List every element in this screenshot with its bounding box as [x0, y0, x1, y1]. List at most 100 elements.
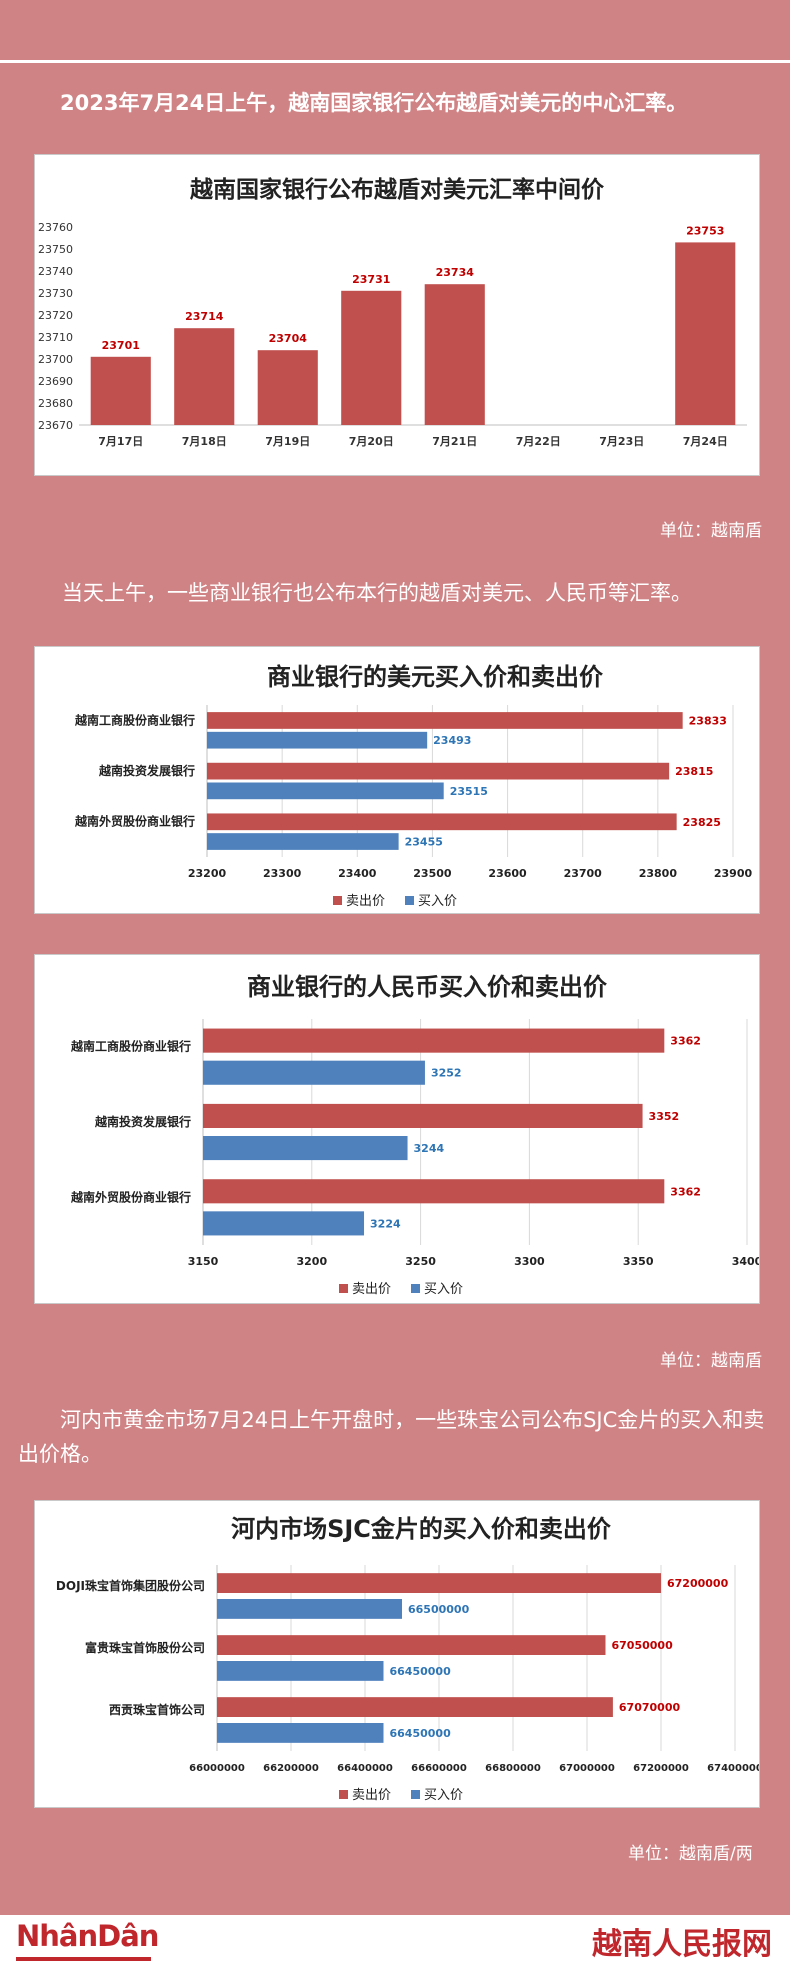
paragraph-banks: 当天上午，一些商业银行也公布本行的越盾对美元、人民币等汇率。: [62, 581, 692, 605]
x-tick-label: 66200000: [263, 1763, 319, 1774]
x-tick-label: 3350: [623, 1255, 654, 1268]
x-tick-label: 3200: [296, 1255, 327, 1268]
sell-data-label: 3362: [670, 1185, 701, 1198]
x-tick-label: 23600: [488, 867, 527, 880]
x-tick-label: 67000000: [559, 1763, 615, 1774]
data-label: 23701: [102, 339, 140, 352]
sell-bar: [207, 813, 677, 831]
buy-data-label: 3244: [414, 1142, 445, 1155]
y-tick-label: 23670: [38, 419, 73, 432]
buy-data-label: 3224: [370, 1217, 401, 1230]
sell-data-label: 23833: [689, 714, 727, 727]
legend-swatch: [339, 1284, 348, 1293]
sell-bar: [203, 1179, 665, 1204]
x-tick-label: 7月22日: [516, 435, 561, 448]
x-tick-label: 66400000: [337, 1763, 393, 1774]
bar: [424, 284, 485, 425]
buy-data-label: 66500000: [408, 1603, 470, 1616]
legend-swatch: [339, 1790, 348, 1799]
buy-bar: [207, 731, 428, 749]
buy-bar: [203, 1136, 408, 1161]
legend-label: 买入价: [418, 894, 457, 909]
chart-panel-usd: 商业银行的美元买入价和卖出价 23200 23300 23400 23500 23600…: [34, 646, 760, 914]
x-tick-label: 3250: [405, 1255, 436, 1268]
chart-panel-cny: 商业银行的人民币买入价和卖出价 3150 3200 3250 3300 3350 3400…: [34, 954, 760, 1304]
category-label: 越南投资发展银行: [94, 1114, 191, 1129]
y-tick-label: 23690: [38, 375, 73, 388]
x-tick-label: 66000000: [189, 1763, 245, 1774]
sell-bar: [217, 1697, 613, 1717]
chart-title: 商业银行的人民币买入价和卖出价: [247, 973, 608, 1001]
x-tick-label: 7月23日: [599, 435, 644, 448]
sell-bar: [217, 1573, 661, 1593]
y-tick-label: 23740: [38, 265, 73, 278]
buy-bar: [217, 1599, 402, 1619]
legend-label: 卖出价: [352, 1788, 391, 1803]
buy-bar: [203, 1060, 425, 1085]
category-label: 越南工商股份商业银行: [70, 1039, 191, 1054]
y-tick-label: 23750: [38, 243, 73, 256]
x-tick-label: 23400: [338, 867, 377, 880]
sell-bar: [217, 1635, 606, 1655]
legend-label: 卖出价: [352, 1282, 391, 1297]
sell-data-label: 23815: [675, 765, 713, 778]
paragraph-gold: 河内市黄金市场7月24日上午开盘时，一些珠宝公司公布SJC金片的买入和卖出价格。: [18, 1408, 765, 1466]
buy-bar: [217, 1723, 384, 1743]
x-tick-label: 7月19日: [265, 435, 310, 448]
x-tick-label: 3300: [514, 1255, 545, 1268]
site-name-logo[interactable]: 越南人民报网: [592, 1927, 772, 1962]
category-label: 越南工商股份商业银行: [74, 712, 195, 727]
sell-data-label: 3362: [670, 1035, 701, 1048]
x-tick-label: 7月17日: [98, 435, 143, 448]
sell-bar: [207, 762, 670, 780]
chart-title: 越南国家银行公布越盾对美元汇率中间价: [190, 176, 605, 203]
sell-bar: [203, 1103, 643, 1128]
x-tick-label: 3150: [188, 1255, 219, 1268]
x-tick-label: 67200000: [633, 1763, 689, 1774]
nhandan-logo[interactable]: NhânDân: [16, 1919, 159, 1961]
sell-data-label: 67050000: [612, 1639, 674, 1652]
data-label: 23731: [352, 273, 390, 286]
sell-data-label: 67070000: [619, 1701, 681, 1714]
y-tick-label: 23720: [38, 309, 73, 322]
x-tick-label: 23900: [714, 867, 753, 880]
buy-bar: [203, 1211, 365, 1236]
y-tick-label: 23680: [38, 397, 73, 410]
data-label: 23753: [686, 224, 724, 237]
gold-price-chart: 河内市场SJC金片的买入价和卖出价 66000000 66200000 664000…: [56, 1515, 759, 1803]
unit-label-1: 单位：越南盾: [660, 521, 762, 541]
sell-data-label: 67200000: [667, 1577, 729, 1590]
chart-panel-central-rate: 越南国家银行公布越盾对美元汇率中间价 23670 23680 23690 23700 2…: [34, 154, 760, 476]
bar: [90, 356, 151, 425]
buy-data-label: 66450000: [390, 1665, 452, 1678]
buy-data-label: 3252: [431, 1067, 462, 1080]
y-tick-label: 23710: [38, 331, 73, 344]
buy-data-label: 66450000: [390, 1727, 452, 1740]
y-tick-label: 23700: [38, 353, 73, 366]
bar: [341, 290, 402, 425]
buy-bar: [207, 782, 444, 800]
legend-swatch: [411, 1790, 420, 1799]
chart-title: 河内市场SJC金片的买入价和卖出价: [231, 1515, 612, 1543]
sell-data-label: 23825: [683, 816, 721, 829]
legend-swatch: [333, 896, 342, 905]
y-tick-label: 23730: [38, 287, 73, 300]
bar: [257, 350, 318, 425]
category-label: 富贵珠宝首饰股份公司: [85, 1640, 205, 1655]
usd-bank-chart: 商业银行的美元买入价和卖出价 23200 23300 23400 23500 23600…: [74, 663, 753, 909]
header-divider: [0, 60, 790, 63]
category-label: 越南投资发展银行: [98, 763, 195, 778]
footer-bar: NhânDân 越南人民报网: [0, 1915, 790, 1975]
legend-label: 买入价: [424, 1282, 463, 1297]
bar: [174, 328, 235, 425]
x-tick-label: 7月21日: [432, 435, 477, 448]
data-label: 23734: [436, 266, 475, 279]
legend-swatch: [405, 896, 414, 905]
buy-data-label: 23515: [450, 785, 488, 798]
x-tick-label: 7月20日: [349, 435, 394, 448]
chart-title: 商业银行的美元买入价和卖出价: [267, 663, 604, 691]
category-label: DOJI珠宝首饰集团股份公司: [56, 1578, 205, 1593]
buy-bar: [207, 833, 399, 850]
x-tick-label: 66800000: [485, 1763, 541, 1774]
legend-label: 卖出价: [346, 894, 385, 909]
